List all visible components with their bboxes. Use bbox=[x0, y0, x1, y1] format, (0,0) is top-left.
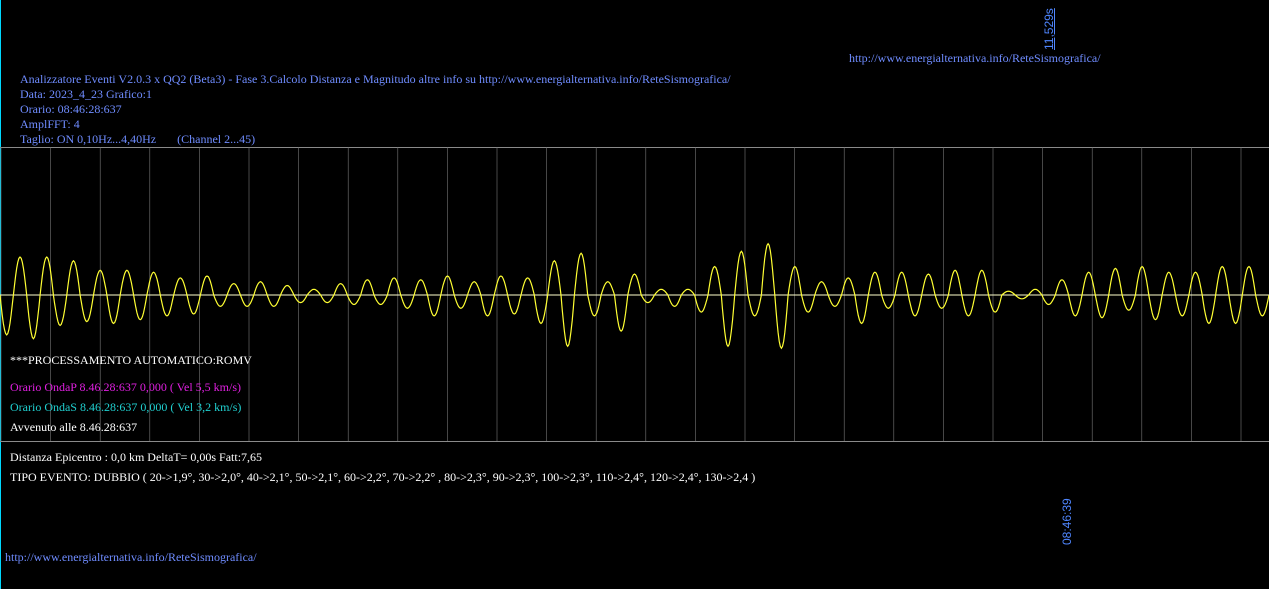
chart-top-border bbox=[0, 147, 1269, 148]
info-title: Analizzatore Eventi V2.0.3 x QQ2 (Beta3)… bbox=[20, 72, 731, 86]
processing-title: ***PROCESSAMENTO AUTOMATICO:ROMV bbox=[10, 353, 252, 367]
seismogram-chart bbox=[0, 147, 1269, 442]
tipo-evento: TIPO EVENTO: DUBBIO ( 20->1,9°, 30->2,0°… bbox=[10, 470, 756, 484]
distanza-epicentro: Distanza Epicentro : 0,0 km DeltaT= 0,00… bbox=[10, 450, 263, 464]
time-marker-bottom: 08:46:39 bbox=[1060, 498, 1074, 545]
url-top-right[interactable]: http://www.energialternativa.info/ReteSi… bbox=[849, 51, 1101, 65]
time-marker-top: 11,529s bbox=[1042, 8, 1056, 50]
chart-bottom-border bbox=[0, 441, 1269, 442]
info-filter: Taglio: ON 0,10Hz...4,40Hz (Channel 2...… bbox=[20, 132, 256, 146]
info-time: Orario: 08:46:28:637 bbox=[20, 102, 122, 116]
avvenuto-line: Avvenuto alle 8.46.28:637 bbox=[10, 420, 138, 434]
seismic-waveform bbox=[0, 242, 1269, 350]
info-ampl-fft: AmplFFT: 4 bbox=[20, 117, 80, 131]
url-bottom-left[interactable]: http://www.energialternativa.info/ReteSi… bbox=[5, 550, 257, 564]
onda-p-line: Orario OndaP 8.46.28:637 0,000 ( Vel 5,5… bbox=[10, 380, 241, 394]
info-date: Data: 2023_4_23 Grafico:1 bbox=[20, 87, 152, 101]
onda-s-line: Orario OndaS 8.46.28:637 0,000 ( Vel 3,2… bbox=[10, 400, 242, 414]
